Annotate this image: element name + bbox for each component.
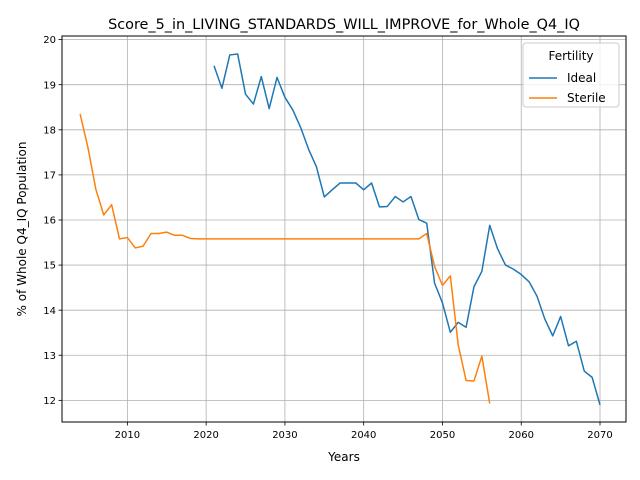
y-tick-label: 19 <box>43 80 56 91</box>
x-tick-label: 2070 <box>587 430 612 441</box>
series-layer <box>79 53 601 406</box>
grid-lines <box>62 36 626 422</box>
series-line-ideal <box>213 53 601 406</box>
x-tick-label: 2010 <box>115 430 140 441</box>
legend-box <box>522 42 620 108</box>
plot-area-frame <box>61 35 627 423</box>
legend: Fertility Ideal Sterile <box>522 42 620 108</box>
legend-title: Fertility <box>548 49 593 63</box>
legend-label-sterile: Sterile <box>567 91 606 105</box>
legend-entries: Ideal Sterile <box>529 71 606 105</box>
series-line-sterile <box>79 113 491 404</box>
y-axis-ticks: 12 13 14 15 16 17 18 19 20 <box>43 35 62 407</box>
x-tick-label: 2060 <box>509 430 534 441</box>
y-tick-label: 14 <box>43 306 56 317</box>
y-tick-label: 18 <box>43 125 56 136</box>
x-tick-label: 2050 <box>430 430 455 441</box>
y-tick-label: 17 <box>43 170 56 181</box>
x-tick-label: 2040 <box>351 430 376 441</box>
legend-label-ideal: Ideal <box>567 71 596 85</box>
x-tick-label: 2020 <box>193 430 218 441</box>
chart-title: Score_5_in_LIVING_STANDARDS_WILL_IMPROVE… <box>108 17 580 33</box>
x-tick-label: 2030 <box>272 430 297 441</box>
y-tick-label: 15 <box>43 261 56 272</box>
y-tick-label: 20 <box>43 35 56 46</box>
y-tick-label: 16 <box>43 216 56 227</box>
x-axis-ticks: 2010 2020 2030 2040 2050 2060 2070 <box>115 422 613 441</box>
y-axis-label: % of Whole Q4_IQ Population <box>15 142 29 317</box>
y-tick-label: 13 <box>43 351 56 362</box>
y-tick-label: 12 <box>43 396 56 407</box>
x-axis-label: Years <box>327 450 360 464</box>
